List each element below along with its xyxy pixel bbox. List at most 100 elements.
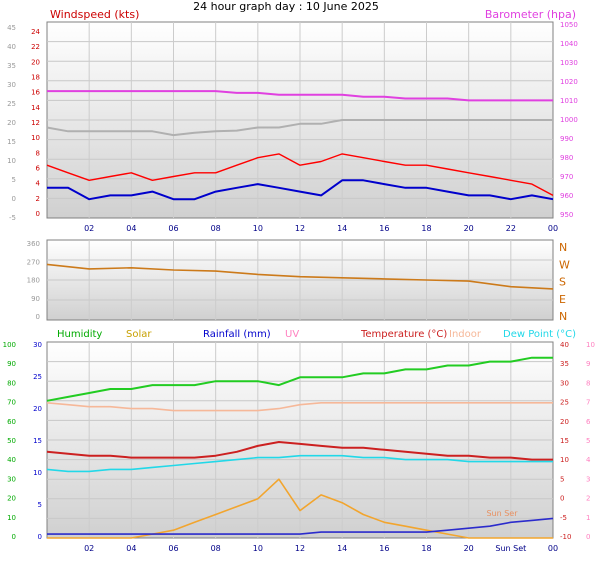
x-tick-label: Sun Set bbox=[495, 544, 526, 553]
x-tick-label: 20 bbox=[464, 544, 474, 553]
y-tick-label: 950 bbox=[560, 211, 573, 219]
legend-item: Rainfall (mm) bbox=[203, 329, 271, 340]
x-tick-label: 06 bbox=[168, 224, 178, 233]
y-tick-label: 270 bbox=[27, 258, 40, 266]
y-tick-label: 24 bbox=[31, 28, 40, 36]
y-tick-label: 20 bbox=[560, 418, 569, 426]
x-tick-label: 04 bbox=[126, 544, 136, 553]
y-tick-label: 14 bbox=[31, 104, 40, 112]
y-tick-label: 50 bbox=[7, 437, 16, 445]
axis-title-barometer: Barometer (hpa) bbox=[485, 8, 576, 21]
y-tick-label: 12 bbox=[31, 119, 40, 127]
x-tick-label: 18 bbox=[421, 224, 431, 233]
y-tick-label: 80 bbox=[7, 379, 16, 387]
series-line-humidity bbox=[46, 356, 553, 402]
y-tick-label: 20 bbox=[33, 405, 42, 413]
labels: 24 hour graph day : 10 June 2025 Windspee… bbox=[3, 0, 595, 553]
y-tick-label: 90 bbox=[7, 360, 16, 368]
series-line-rainfall bbox=[47, 517, 554, 535]
y-tick-label: 10 bbox=[560, 456, 569, 464]
y-tick-label: 10 bbox=[586, 341, 595, 349]
x-tick-label: 22 bbox=[506, 224, 516, 233]
legend-item: Humidity bbox=[57, 329, 102, 340]
y-tick-label: 40 bbox=[560, 341, 569, 349]
y-tick-label: 9 bbox=[586, 360, 590, 368]
y-tick-label: 1000 bbox=[560, 116, 578, 124]
direction-label: W bbox=[559, 258, 570, 271]
y-tick-label: 10 bbox=[31, 134, 40, 142]
y-tick-label: 60 bbox=[7, 418, 16, 426]
y-tick-label: 45 bbox=[7, 24, 16, 32]
y-tick-label: 25 bbox=[7, 100, 16, 108]
y-tick-label: 20 bbox=[7, 495, 16, 503]
y-tick-label: 1020 bbox=[560, 78, 578, 86]
x-tick-label: 02 bbox=[84, 544, 94, 553]
y-tick-label: 100 bbox=[3, 341, 16, 349]
x-tick-label: 00 bbox=[548, 224, 558, 233]
axis-title-windspeed: Windspeed (kts) bbox=[50, 8, 139, 21]
direction-label: E bbox=[559, 293, 566, 306]
legend-item: UV bbox=[285, 329, 299, 340]
y-tick-label: 0 bbox=[38, 533, 42, 541]
y-tick-label: 2 bbox=[36, 195, 40, 203]
y-tick-label: 25 bbox=[33, 373, 42, 381]
y-tick-label: 15 bbox=[560, 437, 569, 445]
series-line-wind_speed bbox=[46, 153, 554, 197]
x-tick-label: 00 bbox=[548, 544, 558, 553]
series-line-solar bbox=[47, 478, 553, 539]
x-tick-label: 08 bbox=[211, 224, 221, 233]
series-line-indoor bbox=[46, 401, 553, 412]
y-tick-label: 30 bbox=[560, 379, 569, 387]
y-tick-label: 1030 bbox=[560, 59, 578, 67]
y-tick-label: 960 bbox=[560, 192, 573, 200]
x-tick-label: 12 bbox=[295, 544, 305, 553]
legend-item: Temperature (°C) bbox=[360, 329, 447, 340]
y-tick-label: 5 bbox=[560, 475, 564, 483]
y-tick-label: 0 bbox=[36, 210, 40, 218]
legend-item: Solar bbox=[126, 329, 152, 340]
y-tick-label: 0 bbox=[12, 195, 16, 203]
x-tick-label: 12 bbox=[295, 224, 305, 233]
y-tick-label: -5 bbox=[560, 514, 567, 522]
direction-label: N bbox=[559, 241, 567, 254]
direction-label: N bbox=[559, 310, 567, 323]
y-tick-label: 5 bbox=[586, 437, 590, 445]
y-tick-label: 180 bbox=[27, 277, 40, 285]
y-tick-label: 0 bbox=[586, 533, 590, 541]
y-tick-label: 980 bbox=[560, 154, 573, 162]
y-tick-label: 70 bbox=[7, 399, 16, 407]
y-tick-label: 30 bbox=[33, 341, 42, 349]
y-tick-label: 90 bbox=[31, 295, 40, 303]
y-tick-label: 360 bbox=[27, 240, 40, 248]
y-tick-label: 40 bbox=[7, 456, 16, 464]
y-tick-label: 8 bbox=[36, 149, 40, 157]
y-tick-label: 30 bbox=[7, 81, 16, 89]
x-tick-label: 02 bbox=[84, 224, 94, 233]
legend-item: Dew Point (°C) bbox=[503, 329, 576, 340]
direction-label: S bbox=[559, 276, 566, 289]
sunset-marker: Sun Ser bbox=[486, 509, 518, 518]
y-tick-label: 4 bbox=[36, 180, 41, 188]
x-tick-label: 06 bbox=[168, 544, 178, 553]
y-tick-label: 6 bbox=[586, 418, 591, 426]
y-tick-label: 990 bbox=[560, 135, 573, 143]
y-tick-label: 1 bbox=[586, 514, 590, 522]
x-tick-label: 10 bbox=[253, 224, 263, 233]
y-tick-label: 18 bbox=[31, 74, 40, 82]
x-tick-label: 14 bbox=[337, 544, 347, 553]
y-tick-label: 30 bbox=[7, 475, 16, 483]
y-tick-label: 1010 bbox=[560, 97, 578, 105]
x-tick-label: 10 bbox=[253, 544, 263, 553]
y-tick-label: 10 bbox=[7, 157, 16, 165]
y-tick-label: -10 bbox=[560, 533, 571, 541]
x-tick-label: 16 bbox=[379, 544, 389, 553]
x-tick-label: 18 bbox=[421, 544, 431, 553]
y-tick-label: 5 bbox=[12, 176, 16, 184]
y-tick-label: 0 bbox=[12, 533, 16, 541]
y-tick-label: 35 bbox=[560, 360, 569, 368]
y-tick-label: 8 bbox=[586, 379, 590, 387]
y-tick-label: 0 bbox=[36, 313, 40, 321]
y-tick-label: 22 bbox=[31, 43, 40, 51]
y-tick-label: 25 bbox=[560, 399, 569, 407]
